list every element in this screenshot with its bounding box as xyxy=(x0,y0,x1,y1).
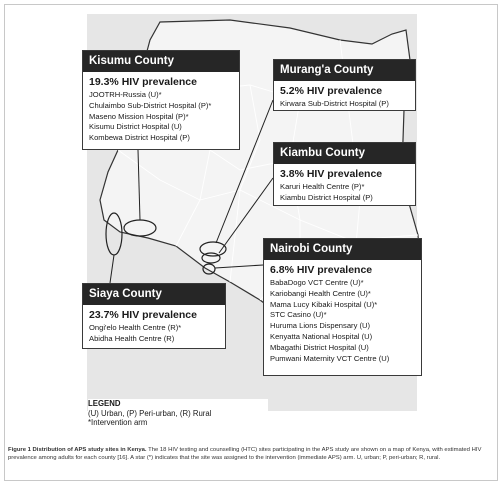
kisumu-county-box: Kisumu County 19.3% HIV prevalence JOOTR… xyxy=(82,50,240,150)
muranga-county-title: Murang'a County xyxy=(274,60,415,81)
kisumu-leader xyxy=(137,149,141,221)
site-item: Kenyatta National Hospital (U) xyxy=(270,331,373,341)
site-item: Huruma Lions Dispensary (U) xyxy=(270,321,371,331)
site-item: BabaDogo VCT Centre (U)* xyxy=(270,278,364,287)
kiambu-county-title: Kiambu County xyxy=(274,143,415,164)
muranga-county-box: Murang'a County 5.2% HIV prevalence Kirw… xyxy=(273,59,416,111)
siaya-county-title: Siaya County xyxy=(83,284,225,305)
site-item: Pumwani Maternity VCT Centre (U) xyxy=(270,353,390,363)
site-item: Chulaimbo Sub-District Hospital (P)* xyxy=(89,100,212,110)
kisumu-county-title: Kisumu County xyxy=(83,51,239,72)
siaya-county-box: Siaya County 23.7% HIV prevalence Ongi'e… xyxy=(82,283,226,349)
figure-caption: Figure 1 Distribution of APS study sites… xyxy=(8,446,496,462)
kiambu-county-box: Kiambu County 3.8% HIV prevalence Karuri… xyxy=(273,142,416,206)
site-item: Kisumu District Hospital (U) xyxy=(89,122,182,132)
caption-label: Figure 1 Distribution of APS study sites… xyxy=(8,447,147,453)
kiambu-prevalence: 3.8% HIV prevalence xyxy=(280,168,383,180)
site-item: Ongi'elo Health Centre (R)* xyxy=(89,323,182,332)
nairobi-ellipse xyxy=(199,241,227,257)
site-item: Kirwara Sub-District Hospital (P) xyxy=(280,99,389,108)
siaya-prevalence: 23.7% HIV prevalence xyxy=(89,309,197,321)
nairobi-prevalence: 6.8% HIV prevalence xyxy=(270,264,373,276)
kiambu-ellipse xyxy=(201,252,221,264)
muranga-leader xyxy=(215,99,274,244)
legend-line-intervention: *Intervention arm xyxy=(88,418,148,428)
legend-title: LEGEND xyxy=(88,399,121,408)
site-item: Abidha Health Centre (R) xyxy=(89,333,175,343)
nairobi-leader xyxy=(214,264,264,269)
nairobi-county-box: Nairobi County 6.8% HIV prevalence BabaD… xyxy=(263,238,422,376)
site-item: Mbagathi District Hospital (U) xyxy=(270,342,369,352)
site-item: STC Casino (U)* xyxy=(270,310,327,320)
kisumu-prevalence: 19.3% HIV prevalence xyxy=(89,76,197,88)
site-item: JOOTRH-Russia (U)* xyxy=(89,90,162,99)
muranga-ellipse xyxy=(202,263,216,275)
nairobi-county-title: Nairobi County xyxy=(264,239,421,260)
siaya-leader xyxy=(109,254,115,284)
site-item: Karuri Health Centre (P)* xyxy=(280,182,365,191)
caption-text: The 18 HIV testing and counselling (HTC)… xyxy=(8,447,482,461)
site-item: Maseno Mission Hospital (P)* xyxy=(89,111,189,121)
legend-line-setting: (U) Urban, (P) Peri-urban, (R) Rural xyxy=(88,408,212,418)
site-item: Kiambu District Hospital (P) xyxy=(280,192,373,202)
map-legend: LEGEND (U) Urban, (P) Peri-urban, (R) Ru… xyxy=(88,399,268,437)
kiambu-leader xyxy=(218,177,274,254)
site-item: Mama Lucy Kibaki Hospital (U)* xyxy=(270,299,378,309)
muranga-prevalence: 5.2% HIV prevalence xyxy=(280,85,383,97)
site-item: Kombewa District Hospital (P) xyxy=(89,133,190,143)
site-item: Kariobangi Health Centre (U)* xyxy=(270,288,371,298)
